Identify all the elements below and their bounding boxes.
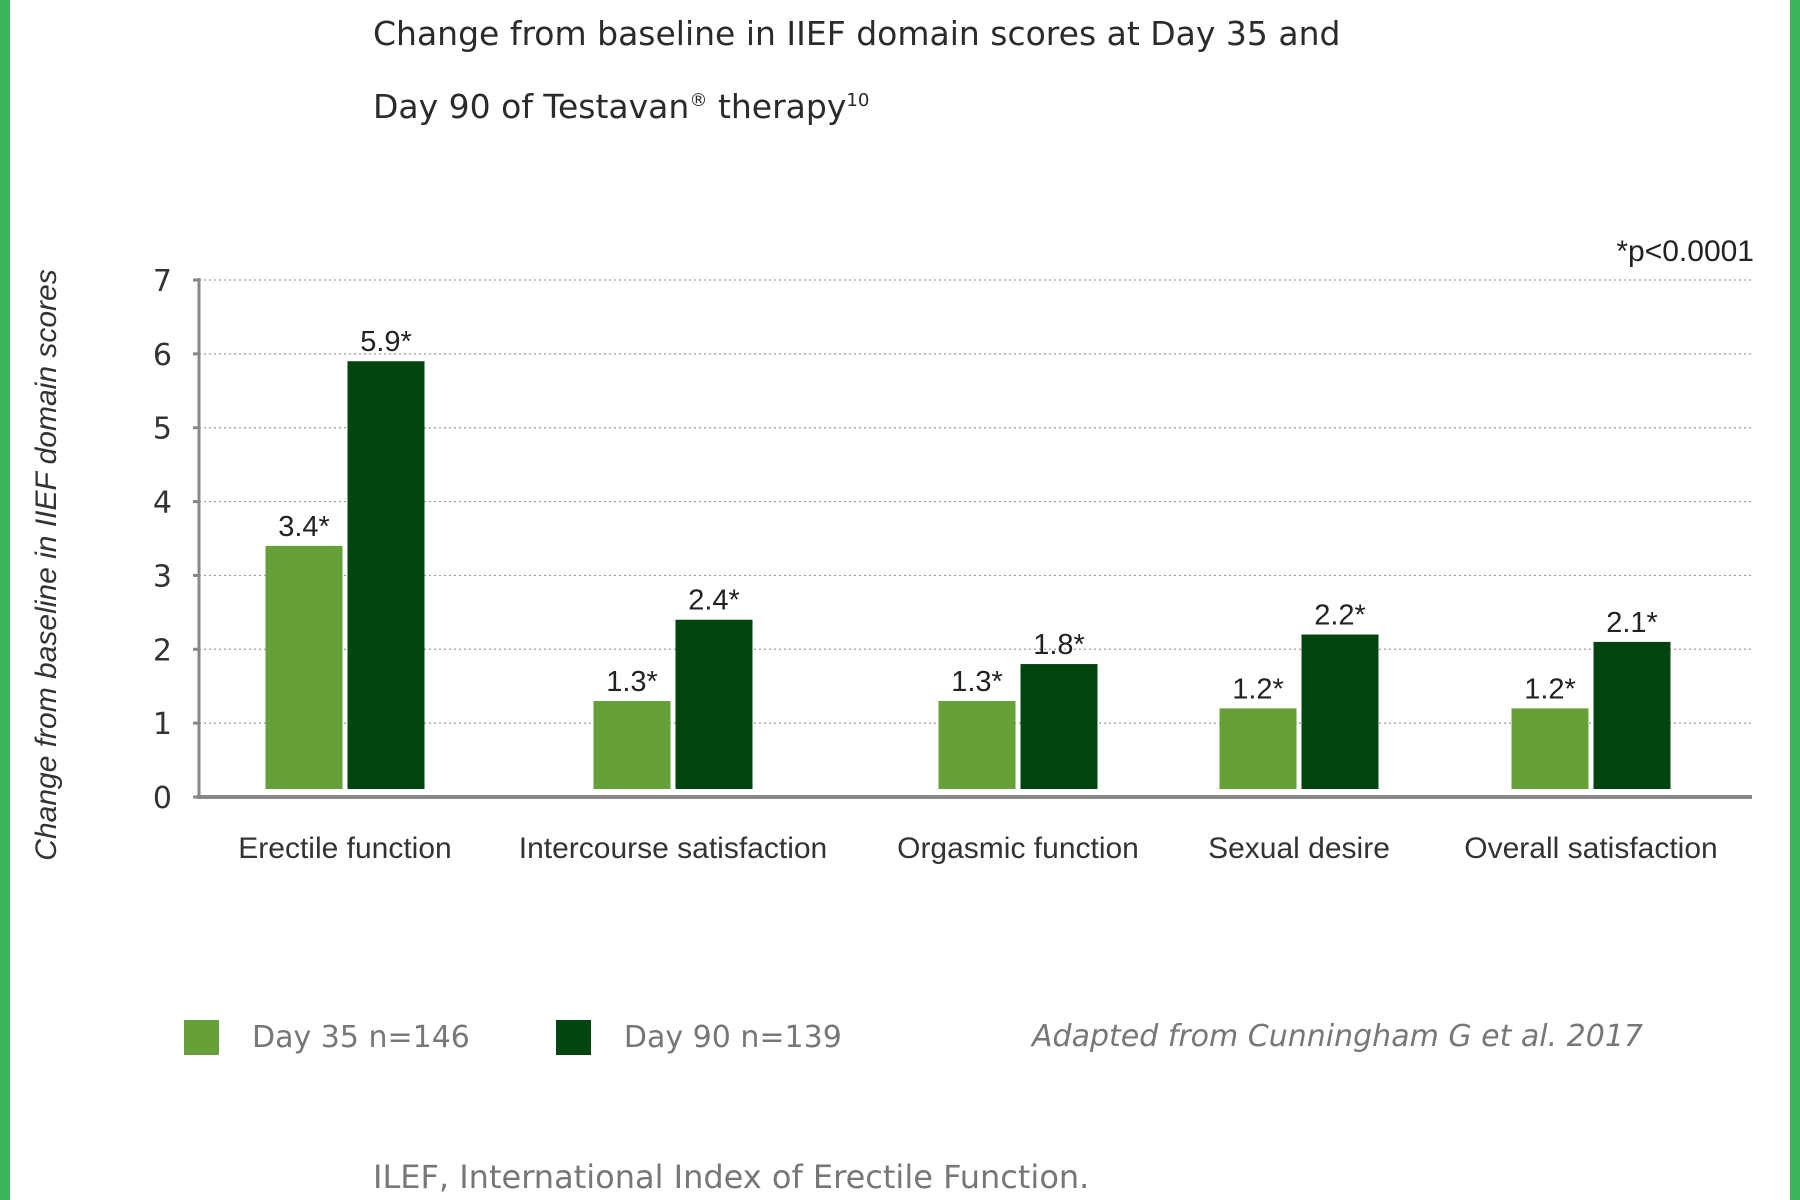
y-tick-label: 1 [153,707,172,742]
data-label-day90: 2.2* [1314,600,1366,632]
bar-day35 [1511,708,1589,789]
data-label-day90: 2.1* [1606,607,1658,639]
source-citation: Adapted from Cunningham G et al. 2017 [1032,1019,1644,1054]
y-tick-label: 5 [153,412,172,447]
data-label-day90: 5.9* [360,326,412,358]
bar-day35 [938,700,1016,789]
data-label-day35: 3.4* [278,511,330,543]
x-category-label: Sexual desire [1208,832,1390,865]
title-line-1: Change from baseline in IIEF domain scor… [373,14,1341,53]
footnote: ILEF, International Index of Erectile Fu… [373,1158,1090,1196]
data-label-day35: 1.3* [951,666,1003,698]
data-label-day90: 1.8* [1033,629,1085,661]
x-category-label: Erectile function [238,832,451,865]
y-tick-label: 6 [153,338,172,373]
legend-label-day90: Day 90 n=139 [623,1019,842,1055]
chart-title: Change from baseline in IIEF domain scor… [373,0,1341,140]
title-line-2-text: Day 90 of Testavan [373,87,690,126]
legend-label-day35: Day 35 n=146 [252,1019,470,1055]
x-category-label: Orgasmic function [897,832,1139,865]
legend-swatch-day90 [555,1019,591,1055]
y-tick-label: 0 [153,781,172,816]
bar-day90 [1593,641,1671,789]
reference-number: 10 [846,90,870,111]
x-category-label: Overall satisfaction [1464,832,1717,865]
title-line-2: Day 90 of Testavan® therapy10 [373,67,1341,140]
bar-day35 [593,700,671,789]
title-line-2-rest: therapy [707,87,847,126]
y-tick-label: 3 [153,559,172,594]
bar-day35 [1219,708,1297,789]
left-border [0,0,10,1200]
y-tick-label: 2 [153,633,172,668]
bar-day90 [675,619,753,789]
legend: Day 35 n=146 Day 90 n=139 [184,1017,928,1057]
data-label-day35: 1.3* [606,666,658,698]
y-tick-label: 7 [153,264,172,299]
y-tick-label: 4 [153,486,172,521]
significance-note: *p<0.0001 [1616,235,1754,268]
bar-day90 [347,361,425,789]
legend-item-day90: Day 90 n=139 [555,1019,842,1055]
x-category-label: Intercourse satisfaction [519,832,827,865]
data-label-day35: 1.2* [1232,673,1284,705]
data-label-day90: 2.4* [688,585,740,617]
bar-day90 [1020,664,1098,789]
bar-day90 [1301,634,1379,789]
registered-mark: ® [689,90,708,111]
bar-day35 [265,545,343,789]
legend-item-day35: Day 35 n=146 [184,1019,470,1055]
legend-swatch-day35 [184,1019,219,1055]
data-label-day35: 1.2* [1524,673,1576,705]
right-border [1790,0,1800,1200]
